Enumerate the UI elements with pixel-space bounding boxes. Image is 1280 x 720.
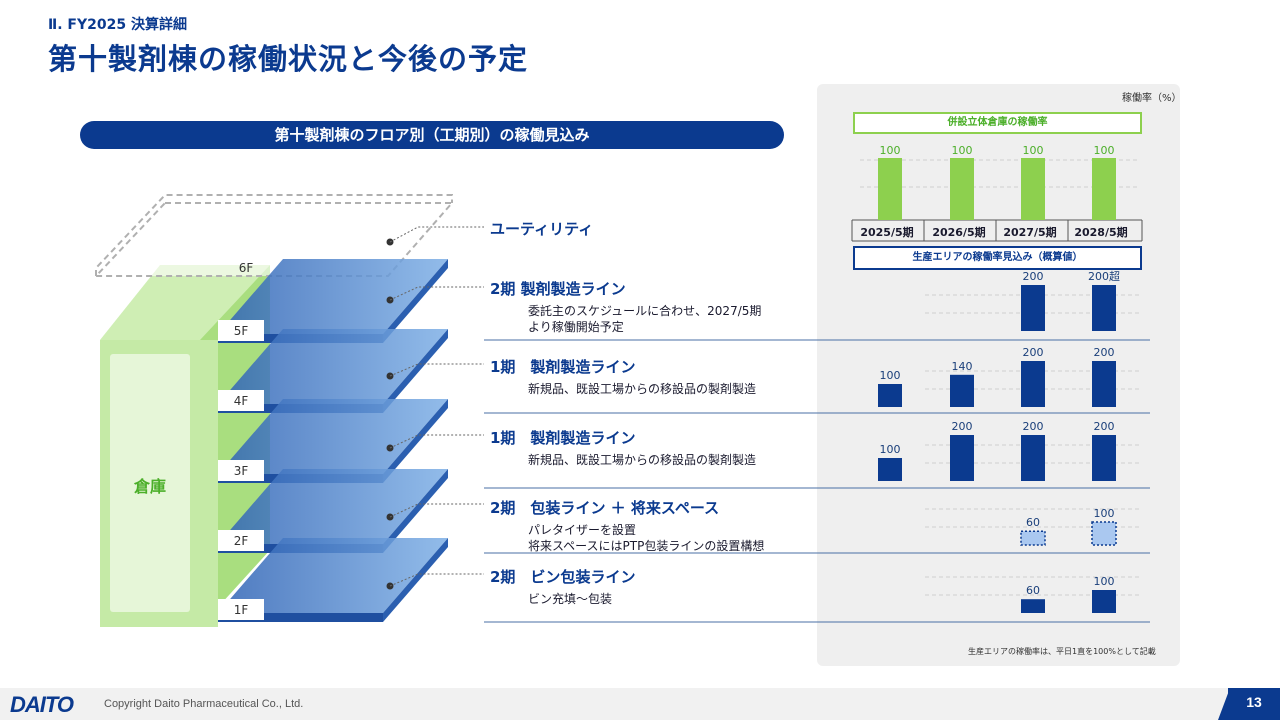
floor-5-desc-line-2: より稼働開始予定 (528, 320, 624, 334)
floor-4-callout: 1期 製剤製造ライン 新規品、既設工場からの移設品の製剤製造 (490, 356, 756, 397)
warehouse-bar (878, 158, 902, 220)
production-bar (1092, 435, 1116, 481)
production-bar-label: 100 (880, 369, 901, 382)
production-bar (1021, 361, 1045, 407)
footer-bar (0, 688, 1280, 720)
production-bar-label: 100 (880, 443, 901, 456)
warehouse-bar-label: 100 (880, 144, 901, 157)
leader-line (386, 573, 484, 590)
svg-text:1F: 1F (234, 603, 249, 617)
floor-tag-4f: 4F (218, 390, 264, 411)
warehouse-side (100, 265, 270, 340)
production-bar (1092, 361, 1116, 407)
page-number: 13 (1246, 694, 1262, 710)
utility-roof-edge (95, 194, 453, 276)
floor-tag-3f: 3F (218, 460, 264, 481)
floor-tag-1f: 1F (218, 599, 264, 620)
production-bar-label: 100 (1094, 507, 1115, 520)
copyright: Copyright Daito Pharmaceutical Co., Ltd. (104, 698, 304, 710)
floor-3-callout: 1期 製剤製造ライン 新規品、既設工場からの移設品の製剤製造 (490, 427, 756, 468)
rate-chart-panel (817, 84, 1180, 666)
production-bar (950, 435, 974, 481)
leader-line (386, 286, 484, 304)
warehouse-bar-label: 100 (1023, 144, 1044, 157)
production-rate-header: 生産エリアの稼働率見込み（概算値） (853, 246, 1142, 270)
company-logo: DAITO (10, 692, 74, 717)
utility-label: ユーティリティ (490, 220, 594, 238)
floor-2-title: 2期 包装ライン ＋ 将来スペース (490, 499, 720, 517)
unit-label: 稼働率（%） (1122, 93, 1182, 104)
floor-5-callout: 2期 製剤製造ライン 委託主のスケジュールに合わせ、2027/5期 より稼働開始… (490, 278, 761, 335)
production-bar-label: 200 (1023, 270, 1044, 283)
floor-5-desc-line-1: 委託主のスケジュールに合わせ、2027/5期 (528, 304, 762, 318)
production-bar (950, 374, 974, 407)
floor-5-title: 2期 製剤製造ライン (490, 280, 626, 298)
chart-footnote: 生産エリアの稼働率は、平日1直を100%として記載 (968, 647, 1156, 656)
production-bar-label: 60 (1026, 584, 1040, 597)
warehouse-bar (1021, 158, 1045, 220)
production-bar (1092, 285, 1116, 331)
floor-3-title: 1期 製剤製造ライン (490, 429, 636, 447)
production-bar-label: 200 (1023, 346, 1044, 359)
production-bar-label: 200超 (1088, 269, 1120, 283)
production-bar (1021, 435, 1045, 481)
production-bar (1092, 590, 1116, 613)
category-label: 2025/5期 (860, 225, 913, 239)
production-bar-label: 200 (1094, 420, 1115, 433)
warehouse-rate-header: 併設立体倉庫の稼働率 (853, 112, 1142, 134)
production-bar-label: 200 (1023, 420, 1044, 433)
production-bar-label: 200 (1094, 346, 1115, 359)
floor-4-title: 1期 製剤製造ライン (490, 358, 636, 376)
warehouse-bar-label: 100 (952, 144, 973, 157)
production-bar (1091, 521, 1117, 546)
production-bar (878, 458, 902, 481)
production-bar-label: 100 (1094, 575, 1115, 588)
floor-1-desc-line-1: ビン充填～包装 (528, 592, 613, 606)
floor-2-desc-line-1: パレタイザーを設置 (528, 523, 637, 537)
section-label: Ⅱ. FY2025 決算詳細 (48, 17, 187, 33)
floor-2-desc-line-2: 将来スペースにはPTP包装ラインの設置構想 (528, 539, 765, 553)
page-number-notch (1218, 688, 1230, 720)
floor-plan-banner: 第十製剤棟のフロア別（工期別）の稼働見込み (80, 121, 784, 149)
warehouse-inner-panel (110, 354, 190, 612)
floor-1-callout: 2期 ビン包装ライン ビン充填～包装 (490, 566, 635, 607)
category-label: 2028/5期 (1074, 225, 1127, 239)
leader-line (386, 226, 484, 246)
category-label: 2027/5期 (1003, 225, 1056, 239)
leader-line (386, 363, 484, 380)
production-bar-label: 60 (1026, 516, 1040, 529)
warehouse-bar (1092, 158, 1116, 220)
page-title: 第十製剤棟の稼働状況と今後の予定 (48, 42, 529, 76)
page-number-box (1228, 688, 1280, 720)
floor-tag-5f: 5F (218, 320, 264, 341)
svg-text:2F: 2F (234, 534, 249, 548)
production-bar-label: 200 (952, 420, 973, 433)
svg-text:5F: 5F (234, 324, 249, 338)
leader-line (386, 503, 484, 521)
category-label: 2026/5期 (932, 225, 985, 239)
floor-tag-2f: 2F (218, 530, 264, 551)
warehouse-bar (950, 158, 974, 220)
production-bar (878, 384, 902, 407)
floor-3-desc-line-1: 新規品、既設工場からの移設品の製剤製造 (528, 453, 757, 467)
warehouse-bar-label: 100 (1094, 144, 1115, 157)
floor-4-desc-line-1: 新規品、既設工場からの移設品の製剤製造 (528, 382, 757, 396)
floor-1-title: 2期 ビン包装ライン (490, 568, 636, 586)
svg-text:3F: 3F (234, 464, 249, 478)
floor-2-callout: 2期 包装ライン ＋ 将来スペース パレタイザーを設置 将来スペースにはPTP包… (490, 497, 764, 554)
building-and-chart-graphic: 倉庫 1F 2F 3F 4F 5F 6F 100 100 100 100 2025/5期 2026/… (93, 144, 1150, 627)
svg-text:4F: 4F (234, 394, 249, 408)
production-bar (1021, 599, 1045, 613)
floor-tag-6f: 6F (239, 261, 254, 275)
production-bar (1021, 285, 1045, 331)
leader-line (386, 434, 484, 452)
production-bar-label: 140 (952, 360, 973, 373)
warehouse-label: 倉庫 (133, 477, 166, 496)
production-bar (1020, 530, 1046, 546)
